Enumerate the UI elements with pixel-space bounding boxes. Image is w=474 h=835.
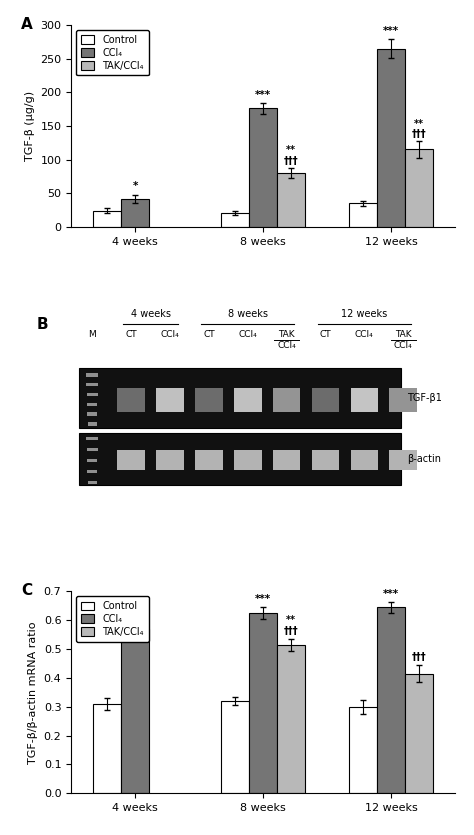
Text: *: * bbox=[132, 181, 138, 191]
Bar bbox=[88, 423, 97, 426]
Bar bbox=[249, 613, 277, 793]
Text: ***: *** bbox=[383, 590, 399, 600]
Bar bbox=[311, 387, 339, 412]
Text: **: ** bbox=[130, 607, 140, 617]
Text: ***: *** bbox=[383, 26, 399, 36]
Bar bbox=[87, 459, 97, 462]
Bar bbox=[234, 450, 262, 470]
Bar bbox=[195, 450, 223, 470]
Bar bbox=[86, 383, 98, 387]
Bar bbox=[349, 706, 377, 793]
Bar bbox=[156, 387, 184, 412]
Bar bbox=[87, 402, 97, 406]
Text: TAK: TAK bbox=[278, 331, 295, 339]
Text: CCl₄: CCl₄ bbox=[355, 331, 374, 339]
Text: TAK: TAK bbox=[395, 331, 411, 339]
Bar bbox=[273, 387, 301, 412]
Y-axis label: TGF-β/β-actin mRNA ratio: TGF-β/β-actin mRNA ratio bbox=[28, 621, 38, 764]
Text: **
†††: ** ††† bbox=[284, 615, 299, 636]
Bar bbox=[86, 437, 98, 439]
Bar bbox=[377, 48, 405, 227]
Text: **
†††: ** ††† bbox=[284, 145, 299, 166]
Bar bbox=[195, 387, 223, 412]
Bar bbox=[117, 450, 145, 470]
Text: A: A bbox=[21, 17, 33, 32]
Bar bbox=[405, 674, 433, 793]
Bar bbox=[93, 210, 121, 227]
Bar bbox=[249, 109, 277, 227]
Bar bbox=[389, 387, 417, 412]
Text: ***: *** bbox=[255, 595, 271, 605]
Text: 12 weeks: 12 weeks bbox=[341, 309, 387, 319]
Bar bbox=[221, 701, 249, 793]
Legend: Control, CCl₄, TAK/CCl₄: Control, CCl₄, TAK/CCl₄ bbox=[76, 30, 148, 75]
Bar bbox=[79, 368, 401, 428]
Bar bbox=[87, 448, 98, 451]
Text: CCl₄: CCl₄ bbox=[161, 331, 179, 339]
Text: ***: *** bbox=[255, 89, 271, 99]
Text: CT: CT bbox=[319, 331, 331, 339]
Text: †††: ††† bbox=[412, 652, 427, 662]
Bar bbox=[273, 450, 301, 470]
Text: CCl₄: CCl₄ bbox=[277, 342, 296, 351]
Bar bbox=[377, 607, 405, 793]
Bar bbox=[350, 387, 378, 412]
Bar bbox=[121, 629, 149, 793]
Bar bbox=[405, 149, 433, 227]
Bar bbox=[93, 704, 121, 793]
Text: CT: CT bbox=[203, 331, 215, 339]
Bar bbox=[349, 203, 377, 227]
Bar bbox=[79, 433, 401, 485]
Text: **
†††: ** ††† bbox=[412, 119, 427, 139]
Bar bbox=[88, 481, 97, 484]
Bar bbox=[311, 450, 339, 470]
Bar bbox=[88, 412, 97, 416]
Bar bbox=[350, 450, 378, 470]
Bar bbox=[389, 450, 417, 470]
Text: CCl₄: CCl₄ bbox=[394, 342, 412, 351]
Bar bbox=[234, 387, 262, 412]
Bar bbox=[87, 392, 98, 397]
Bar bbox=[221, 213, 249, 227]
Text: B: B bbox=[36, 317, 48, 332]
Bar bbox=[156, 450, 184, 470]
Bar bbox=[88, 470, 97, 473]
Text: C: C bbox=[21, 584, 32, 599]
Bar bbox=[277, 645, 305, 793]
Text: TGF-β1: TGF-β1 bbox=[407, 393, 442, 403]
Bar bbox=[86, 373, 99, 377]
Text: 4 weeks: 4 weeks bbox=[130, 309, 171, 319]
Bar bbox=[277, 173, 305, 227]
Text: β-actin: β-actin bbox=[407, 454, 441, 464]
Text: M: M bbox=[88, 331, 96, 339]
Y-axis label: TGF-β (μg/g): TGF-β (μg/g) bbox=[25, 91, 35, 161]
Bar bbox=[117, 387, 145, 412]
Bar bbox=[121, 199, 149, 227]
Text: CT: CT bbox=[125, 331, 137, 339]
Legend: Control, CCl₄, TAK/CCl₄: Control, CCl₄, TAK/CCl₄ bbox=[76, 596, 148, 642]
Text: CCl₄: CCl₄ bbox=[238, 331, 257, 339]
Text: 8 weeks: 8 weeks bbox=[228, 309, 268, 319]
